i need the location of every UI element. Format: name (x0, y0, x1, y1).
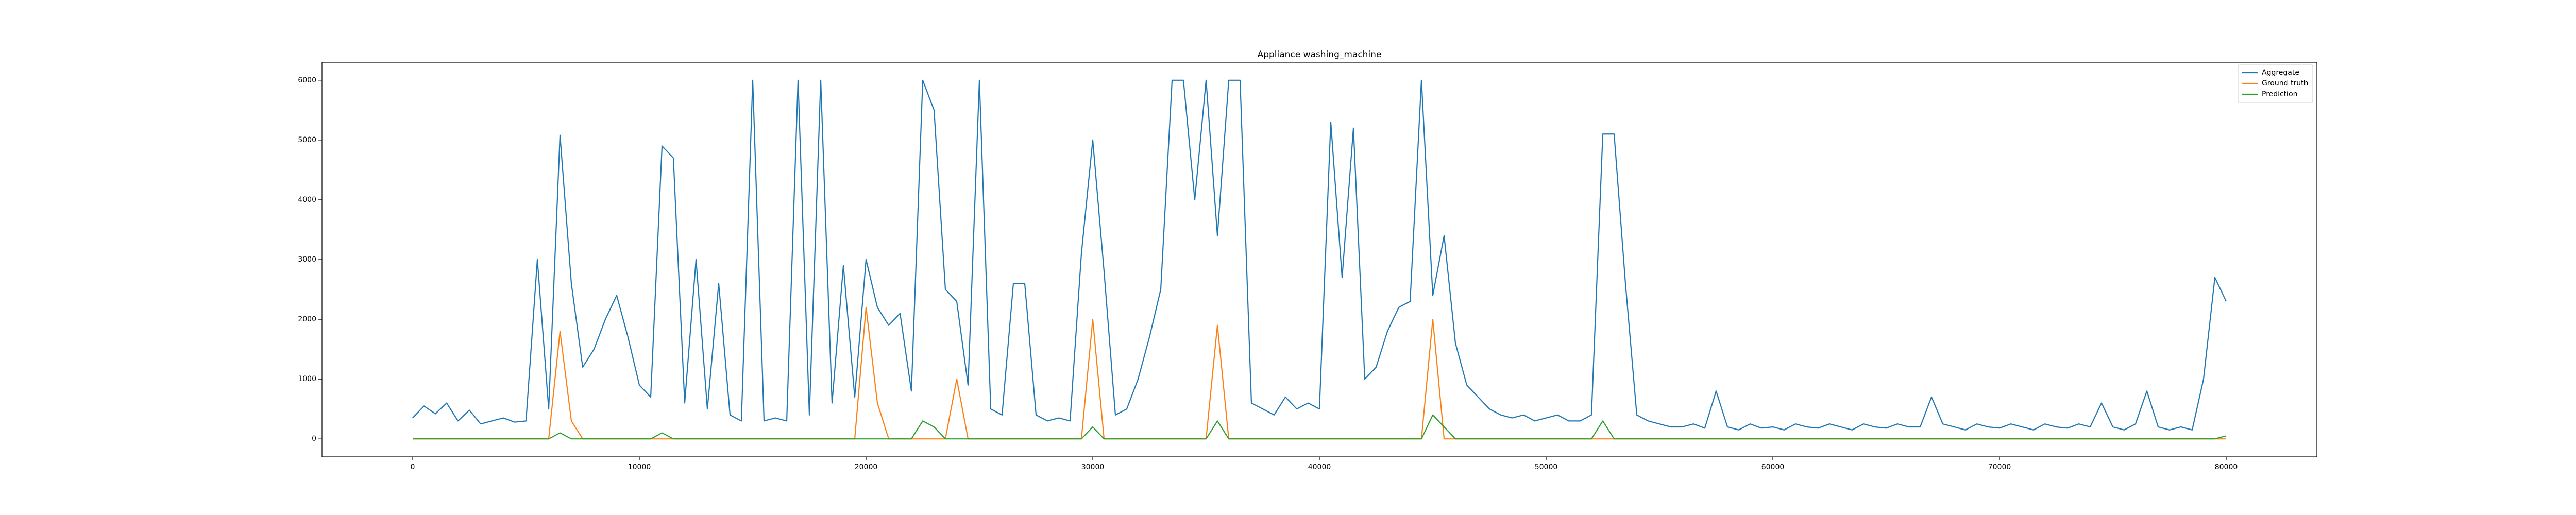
x-tick-label: 20000 (855, 463, 878, 471)
y-tick-label: 3000 (298, 255, 316, 264)
line-series (413, 414, 2227, 440)
x-tick-label: 60000 (1761, 463, 1785, 471)
y-tick-label: 1000 (298, 375, 316, 383)
x-tick-label: 50000 (1535, 463, 1558, 471)
legend-label: Aggregate (2262, 68, 2299, 77)
x-tick-label: 70000 (1988, 463, 2011, 471)
legend-label: Prediction (2262, 90, 2298, 98)
x-tick-label: 0 (411, 463, 415, 471)
line-series (412, 79, 2227, 431)
y-tick-label: 4000 (298, 196, 316, 204)
x-tick-label: 80000 (2215, 463, 2238, 471)
x-tick-label: 40000 (1308, 463, 1331, 471)
plot-frame (321, 62, 2317, 457)
legend-label: Ground truth (2262, 79, 2308, 88)
legend-box (2238, 64, 2313, 103)
chart-title: Appliance washing_machine (1258, 49, 1382, 60)
x-tick-label: 10000 (628, 463, 651, 471)
y-tick-label: 0 (312, 435, 316, 443)
x-tick-label: 30000 (1081, 463, 1105, 471)
y-tick-label: 5000 (298, 136, 316, 144)
y-tick-label: 2000 (298, 315, 316, 323)
y-tick-label: 6000 (298, 76, 316, 84)
